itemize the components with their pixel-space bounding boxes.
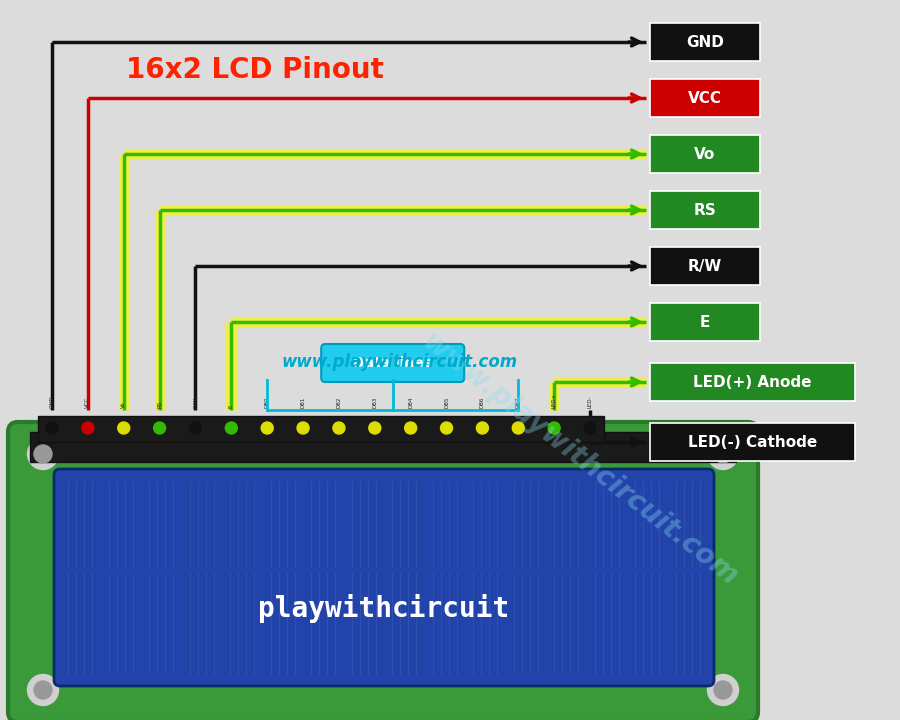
Text: DB4: DB4 <box>409 397 413 408</box>
Text: playwithcircuit: playwithcircuit <box>258 594 509 623</box>
FancyBboxPatch shape <box>38 416 604 442</box>
FancyBboxPatch shape <box>650 423 855 461</box>
Text: GND: GND <box>50 395 55 408</box>
Circle shape <box>476 422 489 434</box>
Circle shape <box>225 422 238 434</box>
Circle shape <box>440 422 453 434</box>
Text: Data lines: Data lines <box>354 356 432 370</box>
Circle shape <box>28 675 58 706</box>
Text: www.playwithcircuit.com: www.playwithcircuit.com <box>417 328 743 592</box>
Circle shape <box>154 422 166 434</box>
Text: Vo: Vo <box>695 146 716 161</box>
Text: DB3: DB3 <box>373 397 377 408</box>
FancyBboxPatch shape <box>650 303 760 341</box>
Text: RS: RS <box>694 202 716 217</box>
FancyBboxPatch shape <box>650 79 760 117</box>
Text: LED+: LED+ <box>552 392 556 408</box>
Circle shape <box>714 445 732 463</box>
Text: Vo: Vo <box>122 401 126 408</box>
Circle shape <box>707 438 739 469</box>
Text: LED(-) Cathode: LED(-) Cathode <box>688 434 817 449</box>
Text: VCC: VCC <box>688 91 722 106</box>
Circle shape <box>82 422 94 434</box>
FancyBboxPatch shape <box>650 135 760 173</box>
Circle shape <box>405 422 417 434</box>
Text: LED(+) Anode: LED(+) Anode <box>693 374 812 390</box>
Text: E: E <box>700 315 710 330</box>
FancyBboxPatch shape <box>650 363 855 401</box>
Circle shape <box>28 438 58 469</box>
Circle shape <box>584 422 596 434</box>
Circle shape <box>46 422 58 434</box>
Circle shape <box>548 422 560 434</box>
FancyBboxPatch shape <box>54 469 714 686</box>
Circle shape <box>369 422 381 434</box>
Circle shape <box>297 422 309 434</box>
FancyBboxPatch shape <box>650 247 760 285</box>
FancyBboxPatch shape <box>650 191 760 229</box>
Text: GND: GND <box>686 35 724 50</box>
Circle shape <box>34 445 52 463</box>
FancyBboxPatch shape <box>30 432 736 462</box>
Circle shape <box>714 681 732 699</box>
FancyBboxPatch shape <box>8 422 758 720</box>
Text: www.playwithcircuit.com: www.playwithcircuit.com <box>282 353 518 371</box>
Text: R/W: R/W <box>688 258 722 274</box>
Circle shape <box>707 675 739 706</box>
Text: LED-: LED- <box>588 395 592 408</box>
Circle shape <box>261 422 274 434</box>
Text: DB6: DB6 <box>480 397 485 408</box>
Circle shape <box>118 422 130 434</box>
Text: RS: RS <box>158 401 162 408</box>
Circle shape <box>190 422 202 434</box>
Text: DB1: DB1 <box>301 397 306 408</box>
Text: VCC: VCC <box>86 397 90 408</box>
Circle shape <box>34 681 52 699</box>
Text: DB0: DB0 <box>265 397 270 408</box>
FancyBboxPatch shape <box>321 344 464 382</box>
Text: R/W: R/W <box>193 397 198 408</box>
Text: DB7: DB7 <box>516 397 521 408</box>
Circle shape <box>333 422 345 434</box>
FancyBboxPatch shape <box>650 23 760 61</box>
Text: DB2: DB2 <box>337 397 341 408</box>
Text: E: E <box>229 405 234 408</box>
Text: 16x2 LCD Pinout: 16x2 LCD Pinout <box>126 56 384 84</box>
Text: DB5: DB5 <box>444 397 449 408</box>
Circle shape <box>512 422 525 434</box>
